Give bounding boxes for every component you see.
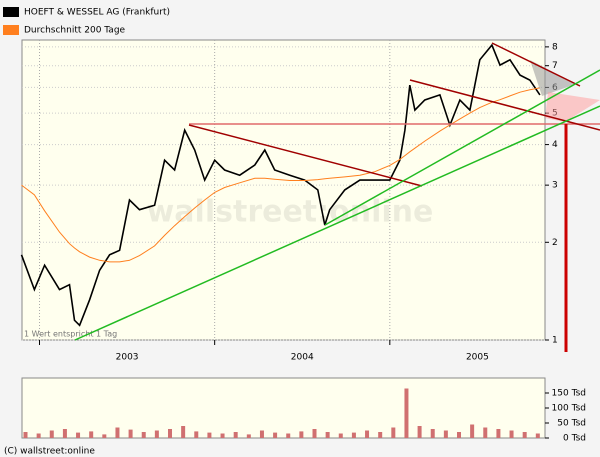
x-tick-label: 2004 [291,353,314,363]
y-tick-label: 7 [552,61,558,71]
volume-bar [286,433,291,438]
legend-label: Durchschnitt 200 Tage [24,26,126,36]
volume-bar [168,429,173,438]
volume-bar [259,430,264,438]
y-tick-label: 8 [552,42,558,52]
price-line [21,87,540,263]
volume-bar [62,429,67,438]
x-tick-label: 2003 [116,353,139,363]
y-tick-label: 100 Tsd [552,404,586,414]
volume-bar [220,433,225,438]
trend-line [188,124,423,187]
trend-line [491,42,581,87]
legend-label: HOEFT & WESSEL AG (Frankfurt) [24,8,170,18]
trend-line [409,79,600,131]
volume-bar [338,433,343,438]
volume-bar [496,429,501,438]
trend-line [74,105,600,341]
volume-bar [457,432,462,438]
volume-bar [49,430,54,438]
watermark: wallstreet:online [147,195,434,230]
volume-bar [365,430,370,438]
y-tick-label: 150 Tsd [552,389,586,399]
volume-bar [273,432,278,438]
note: 1 Wert entspricht 1 Tag [24,330,117,339]
volume-bar [509,430,514,438]
volume-bar [36,433,41,438]
volume-bar [417,426,422,438]
volume-bar [404,388,409,438]
volume-bar [522,432,527,438]
volume-area [21,377,546,439]
y-tick-label: 1 [552,336,558,346]
y-tick-label: 3 [552,181,558,191]
price-line [20,43,541,327]
volume-bar [23,432,28,438]
volume-bar [154,430,159,438]
volume-bar [325,432,330,438]
volume-bar [246,434,251,438]
trend-lines [74,42,600,352]
volume-bar [535,433,540,438]
plot-area [21,39,546,341]
volume-bar [233,432,238,438]
volume-bar [378,432,383,438]
volume-bar [89,431,94,438]
volume-bar [76,432,81,438]
x-tick-label: 2005 [466,353,489,363]
legend-swatch [3,7,19,17]
volume-bar [483,427,488,438]
volume-bar [181,426,186,438]
footer: (C) wallstreet:online [4,447,95,457]
volume-bar [207,432,212,438]
volume-bar [430,429,435,438]
volume-bar [443,430,448,438]
y-tick-label: 4 [552,140,558,150]
volume-bar [141,432,146,438]
y-tick-label: 50 Tsd [557,419,586,429]
y-tick-label: 0 Tsd [563,434,586,444]
trend-line [324,69,600,226]
volume-bar [102,434,107,438]
y-tick-label: 2 [552,238,558,248]
shade [545,92,600,122]
volume-bar [128,429,133,438]
shade [530,60,576,96]
volume-bar [115,427,120,438]
volume-bar [351,432,356,438]
volume-bar [194,431,199,438]
volume-bar [391,427,396,438]
volume-bar [299,431,304,438]
legend-swatch [3,25,19,35]
volume-bar [470,424,475,438]
volume-bar [312,429,317,438]
